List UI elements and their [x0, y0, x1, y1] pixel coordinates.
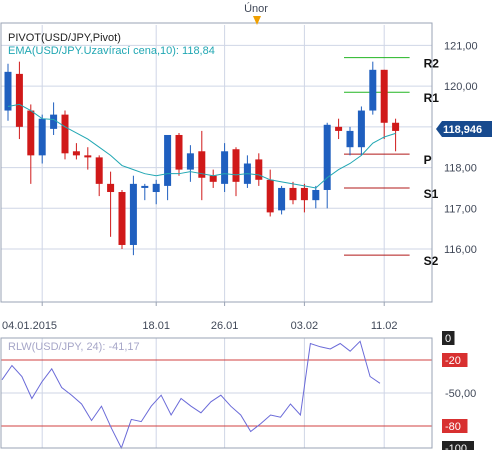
rlw-tick-label: -50,00: [445, 388, 476, 400]
candle-body: [323, 124, 331, 190]
candle-body: [72, 151, 80, 156]
x-tick-label: 18.01: [142, 320, 170, 332]
x-tick-label: 26.01: [211, 320, 239, 332]
candle-body: [129, 183, 137, 245]
indicator-panel-frame: [0, 337, 433, 449]
ema-line: [7, 103, 396, 189]
candle-body: [221, 151, 229, 184]
month-marker-label: Únor: [244, 2, 268, 15]
candle-body: [61, 114, 69, 154]
pivot-level-label: P: [424, 153, 432, 167]
rlw-level-tag: [442, 331, 455, 345]
candle-body: [198, 151, 206, 178]
indicator-grid: [1, 337, 432, 449]
rlw-line: [1, 340, 381, 450]
axis-labels: 121,00120,00119,00118,00117,00116,0004.0…: [2, 40, 492, 455]
candles: [4, 61, 400, 256]
ema-series: [7, 103, 396, 189]
candle-body: [152, 183, 160, 193]
last-price-label: 118,946: [443, 124, 482, 136]
rlw-tick-label: 0: [445, 333, 451, 345]
candle-body: [107, 183, 115, 193]
pivot-level-label: S1: [424, 187, 439, 201]
candle-body: [289, 187, 297, 201]
candle-body: [392, 122, 400, 131]
candle-body: [209, 175, 217, 182]
y-tick-label: 118,00: [444, 163, 477, 175]
pivot-level-label: S2: [424, 254, 439, 268]
y-tick-label: 117,00: [444, 203, 477, 215]
pivot-lines: R2 R1 P S1 S2: [344, 57, 440, 268]
candle-body: [27, 110, 35, 156]
rlw-indicator-label: RLW(USD/JPY, 24): -41,17: [8, 341, 140, 353]
candle-body: [186, 153, 194, 170]
y-tick-label: 120,00: [444, 81, 478, 93]
rlw-tick-label: -80: [445, 421, 461, 433]
candle-body: [164, 134, 172, 186]
candle-body: [357, 110, 365, 148]
candle-body: [380, 69, 388, 123]
rlw-tick-label: -100: [445, 443, 467, 450]
candle-body: [175, 134, 183, 170]
legend-ema-label: EMA(USD/JPY.Uzavírací cena,10): 118,84: [8, 45, 215, 57]
candle-body: [50, 114, 58, 129]
candle-body: [278, 187, 286, 211]
legend-pivot-label: PIVOT(USD/JPY,Pivot): [8, 32, 121, 44]
candle-body: [369, 69, 377, 111]
candle-body: [95, 157, 103, 184]
candle-body: [118, 192, 126, 245]
candle-body: [266, 179, 274, 213]
candle-body: [38, 118, 46, 156]
rlw-series: [1, 340, 381, 450]
y-tick-label: 121,00: [444, 40, 478, 52]
candle-body: [84, 155, 92, 158]
candle-body: [141, 185, 149, 188]
x-tick-label: 11.02: [371, 320, 398, 332]
rlw-level-tag: [442, 419, 468, 433]
pivot-level-label: R1: [424, 91, 440, 105]
y-tick-label: 116,00: [444, 244, 477, 256]
pivot-level-label: R2: [424, 57, 440, 71]
candle-body: [346, 130, 354, 148]
x-tick-label: 03.02: [291, 320, 319, 332]
rlw-tick-label: -20: [445, 355, 461, 367]
panel-frames: [0, 22, 433, 449]
candle-body: [335, 126, 343, 131]
candle-body: [255, 159, 263, 180]
rlw-level-tag: [442, 353, 468, 367]
main-grid: [1, 25, 432, 302]
last-price-tag: [436, 121, 492, 138]
candle-body: [232, 149, 240, 182]
candle-body: [312, 189, 320, 201]
candle-body: [4, 71, 12, 111]
x-tick-label: 04.01.2015: [2, 320, 57, 332]
candle-body: [300, 187, 308, 201]
candle-body: [15, 73, 23, 127]
main-panel-frame: [0, 22, 433, 303]
month-marker-icon: [253, 16, 261, 25]
